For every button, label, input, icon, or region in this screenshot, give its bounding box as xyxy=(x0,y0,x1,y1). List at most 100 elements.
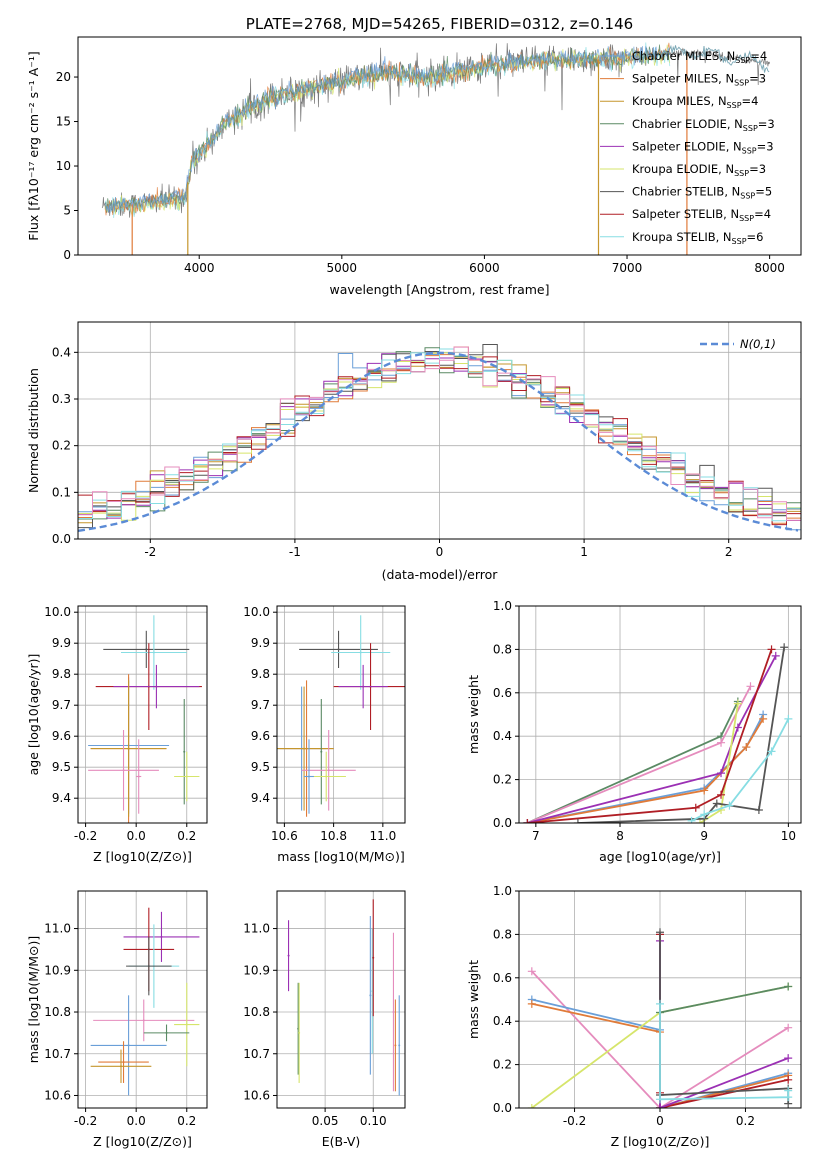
y-tick-label: 10.0 xyxy=(44,605,71,619)
legend-name: Chabrier STELIB, N xyxy=(632,185,740,199)
y-tick-label: 9.8 xyxy=(52,667,71,681)
y-tick-label: 1.0 xyxy=(493,599,512,613)
series-marker xyxy=(767,645,776,654)
plot-area xyxy=(101,42,770,255)
y-tick-label: 0.1 xyxy=(52,485,71,499)
data-point xyxy=(142,1019,145,1022)
data-point xyxy=(303,747,306,750)
data-point xyxy=(392,1011,395,1014)
data-point xyxy=(185,775,188,778)
series-marker xyxy=(527,1104,536,1108)
data-point xyxy=(165,1031,168,1034)
series-marker xyxy=(527,999,536,1008)
x-tick-label: 0.05 xyxy=(312,1114,339,1128)
spectrum-panel: 4000 5000 6000 7000 8000 0 5 10 15 20 PLATE=2768, … xyxy=(26,15,802,297)
axes-frame xyxy=(77,36,802,256)
y-tick-label: 0.6 xyxy=(493,971,512,985)
data-point xyxy=(320,750,323,753)
x-tick-label: 0.2 xyxy=(177,1114,196,1128)
axes-frame xyxy=(77,890,208,1109)
y-tick-label: 9.6 xyxy=(52,729,71,743)
legend-name: Chabrier ELODIE, N xyxy=(632,117,743,131)
x-tick-label: 8 xyxy=(616,829,624,843)
spectrum-model-line xyxy=(104,46,671,213)
y-tick-label: 10.0 xyxy=(243,605,270,619)
series-marker xyxy=(725,801,734,810)
data-point xyxy=(325,775,328,778)
data-point xyxy=(137,775,140,778)
legend-value: =4 xyxy=(750,49,767,63)
y-axis-label: Flux [fλ10⁻¹⁷ erg cm⁻² s⁻¹ A⁻¹] xyxy=(26,51,41,240)
mass-weight-vs-age-panel: 7 8 9 10 0.0 0.2 0.4 0.6 0.8 1.0 age [log10(age/yr… xyxy=(466,599,802,864)
y-tick-label: 10 xyxy=(56,159,71,173)
y-tick-label: 10.6 xyxy=(243,1088,270,1102)
y-tick-label: 10.9 xyxy=(243,963,270,977)
x-tick-label: -0.2 xyxy=(74,1114,97,1128)
series-marker xyxy=(573,819,582,823)
series-marker xyxy=(767,747,776,756)
plot-area xyxy=(527,928,793,1108)
x-axis-label: wavelength [Angstrom, rest frame] xyxy=(329,282,549,297)
y-tick-label: 0.6 xyxy=(493,686,512,700)
series-marker xyxy=(700,810,709,819)
x-tick-label: 5000 xyxy=(327,261,358,275)
axes-frame xyxy=(276,605,406,824)
y-tick-label: 0.0 xyxy=(52,532,71,546)
data-point xyxy=(362,685,365,688)
x-tick-label: 0.2 xyxy=(736,1114,755,1128)
series-marker xyxy=(784,982,793,991)
x-axis-label: (data-model)/error xyxy=(382,567,499,582)
y-tick-label: 9.4 xyxy=(251,791,270,805)
x-axis-label: Z [log10(Z/Z⊙)] xyxy=(611,1134,710,1149)
data-point xyxy=(369,994,372,997)
x-tick-label: -0.2 xyxy=(74,829,97,843)
y-tick-label: 10.6 xyxy=(44,1088,71,1102)
series-line xyxy=(527,701,739,823)
mass-weight-vs-Z-panel: -0.2 0 0.2 0.0 0.2 0.4 0.6 0.8 1.0 Z [log10(Z/Z⊙)… xyxy=(466,884,802,1149)
y-tick-label: 9.7 xyxy=(52,698,71,712)
x-tick-label: 0.2 xyxy=(177,829,196,843)
chart-title: PLATE=2768, MJD=54265, FIBERID=0312, z=0… xyxy=(246,15,633,33)
age-vs-mass-panel: 10.6 10.8 11.0 9.4 9.5 9.6 9.7 9.8 9.9 10.0 mass [… xyxy=(243,605,406,864)
legend-name: Chabrier MILES, N xyxy=(632,49,735,63)
legend-name: Kroupa MILES, N xyxy=(632,94,727,108)
series-marker xyxy=(733,723,742,732)
series-marker xyxy=(759,714,768,723)
legend-entry: N(0,1) xyxy=(740,337,776,351)
y-axis-label: mass [log10(M/M⊙)] xyxy=(26,936,41,1064)
x-tick-label: 9 xyxy=(700,829,708,843)
y-tick-label: 10.7 xyxy=(44,1047,71,1061)
data-point xyxy=(298,1031,301,1034)
series-line xyxy=(527,718,764,823)
series-marker xyxy=(784,1086,793,1095)
legend-value: =5 xyxy=(755,185,772,199)
series-marker xyxy=(784,1075,793,1084)
x-axis-label: mass [log10(M/M⊙)] xyxy=(277,849,405,864)
x-axis-label: Z [log10(Z/Z⊙)] xyxy=(93,1134,192,1149)
y-tick-label: 0 xyxy=(63,248,71,262)
plot-area xyxy=(78,344,801,532)
series-marker xyxy=(733,699,742,708)
x-tick-label: 2 xyxy=(725,545,733,559)
y-tick-label: 15 xyxy=(56,115,71,129)
series-line xyxy=(531,970,789,1108)
x-tick-label: 0.0 xyxy=(127,1114,146,1128)
mass-vs-EBV-panel: 0.05 0.10 10.6 10.7 10.8 10.9 11.0 E(B-V) xyxy=(243,890,406,1149)
x-tick-label: 11.0 xyxy=(369,829,396,843)
plot-area xyxy=(90,907,200,1096)
data-point xyxy=(127,1044,130,1047)
legend-sub: SSP xyxy=(743,124,758,133)
series-marker xyxy=(656,1104,664,1108)
legend-sub: SSP xyxy=(732,237,747,246)
y-tick-label: 0.4 xyxy=(493,1014,512,1028)
series-marker xyxy=(717,738,726,747)
legend-entry: Salpeter STELIB, NSSP=4 xyxy=(632,207,771,223)
x-tick-label: 8000 xyxy=(754,261,785,275)
data-point xyxy=(287,954,290,957)
y-tick-label: 1.0 xyxy=(493,884,512,898)
series-marker xyxy=(771,651,780,660)
y-tick-label: 10.8 xyxy=(243,1005,270,1019)
series-line xyxy=(527,649,773,823)
data-point xyxy=(185,1023,188,1026)
